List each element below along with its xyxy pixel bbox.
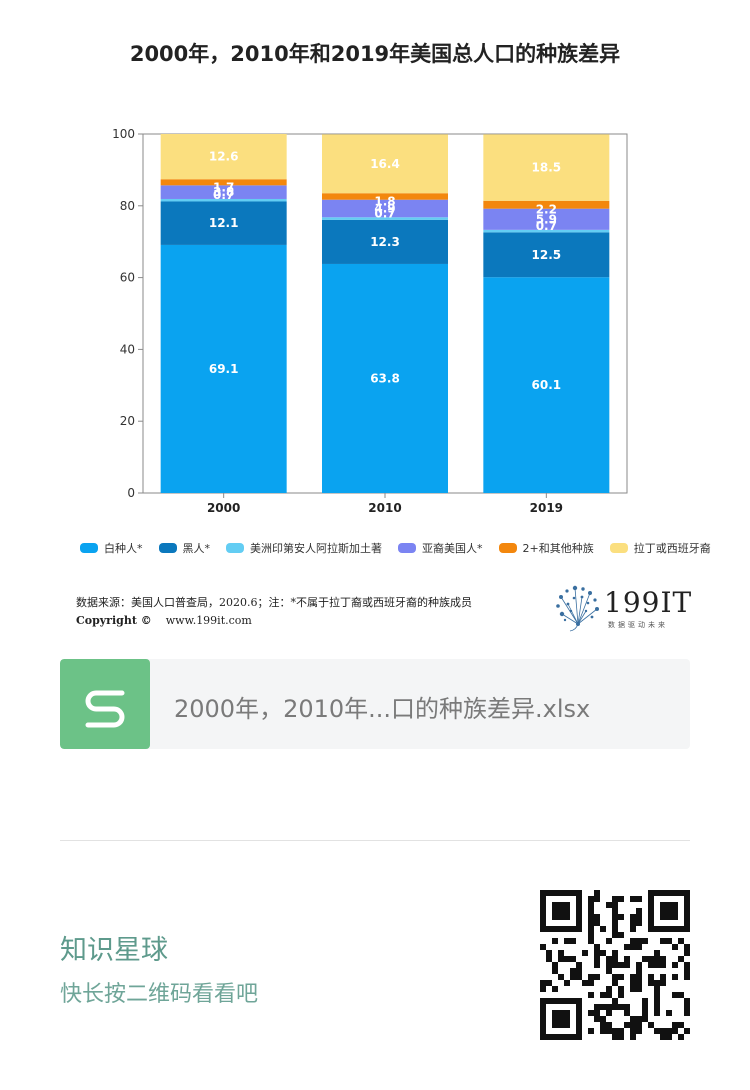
bar-segment (322, 217, 448, 220)
dandelion-logo-icon (556, 585, 599, 632)
copyright-url[interactable]: www.199it.com (165, 614, 252, 627)
legend-label: 拉丁或西班牙裔 (633, 542, 711, 555)
legend-swatch (80, 543, 98, 553)
logo-tagline: 数据驱动未来 (608, 621, 668, 629)
y-tick-label: 20 (120, 414, 135, 428)
legend-label: 黑人* (182, 542, 211, 555)
legend-item: 2+和其他种族 (498, 540, 594, 556)
copyright-label: Copyright © (76, 614, 152, 627)
legend-swatch (498, 543, 517, 553)
legend-item: 拉丁或西班牙裔 (609, 540, 711, 556)
bar-segment (160, 244, 287, 493)
data-label: 5.9 (536, 212, 557, 226)
bar-segment (322, 199, 448, 218)
data-label: 3.8 (213, 185, 234, 199)
data-label: 0.7 (374, 207, 395, 221)
bar-segment (160, 179, 287, 186)
bar-segment (483, 200, 610, 209)
bar-segment (322, 219, 448, 264)
y-tick-label: 60 (120, 271, 135, 285)
logo-name: 199IT (604, 586, 693, 619)
data-label: 12.1 (209, 216, 239, 230)
bar-segment (160, 198, 287, 202)
bar-segment (322, 193, 448, 200)
y-tick-label: 100 (112, 127, 135, 141)
legend-swatch (398, 543, 416, 553)
data-label: 2.2 (536, 203, 557, 217)
bar-segment (322, 134, 448, 194)
y-tick-label: 80 (120, 199, 135, 213)
bar-segment (483, 232, 610, 278)
planet-title: 知识星球 (60, 935, 168, 966)
bar-segment (160, 201, 287, 245)
data-label: 12.5 (532, 248, 562, 262)
legend-item: 亚裔美国人* (398, 540, 483, 556)
legend-label: 亚裔美国人* (422, 542, 483, 555)
x-tick-label: 2000 (207, 501, 240, 515)
qr-code-icon[interactable] (540, 890, 690, 1040)
legend-label: 白种人* (104, 542, 143, 555)
y-tick-label: 0 (127, 486, 135, 500)
bar-segment (483, 229, 610, 233)
legend-label: 2+和其他种族 (522, 542, 594, 555)
x-tick-label: 2019 (530, 501, 563, 515)
bar-segment (160, 185, 287, 199)
planet-subtitle: 快长按二维码看看吧 (60, 982, 259, 1007)
legend-swatch (158, 543, 177, 553)
data-label: 63.8 (370, 371, 400, 385)
data-label: 60.1 (532, 378, 562, 392)
data-label: 12.6 (209, 150, 239, 164)
bar-segment (483, 277, 610, 493)
bar-segment (483, 134, 610, 201)
bar-segment (160, 134, 287, 180)
chart-title: 2000年，2010年和2019年美国总人口的种族差异 (129, 42, 621, 66)
data-label: 1.8 (374, 194, 395, 208)
attachment-filename: 2000年，2010年...口的种族差异.xlsx (174, 695, 591, 723)
data-label: 16.4 (370, 157, 400, 171)
data-label: 0.7 (213, 188, 234, 202)
brand-logo: 199IT 数据驱动未来 (552, 584, 692, 632)
data-label: 0.7 (536, 219, 557, 233)
legend-item: 美洲印第安人阿拉斯加土著 (226, 540, 382, 556)
data-label: 12.3 (370, 235, 400, 249)
data-label: 4.9 (374, 201, 395, 215)
legend-swatch (226, 543, 244, 553)
x-tick-label: 2010 (368, 501, 401, 515)
legend-swatch (609, 543, 628, 553)
spreadsheet-icon (60, 659, 150, 749)
y-tick-label: 40 (120, 342, 135, 356)
bar-segment (483, 208, 610, 230)
data-label: 69.1 (209, 362, 239, 376)
legend-label: 美洲印第安人阿拉斯加土著 (250, 542, 382, 555)
data-label: 1.7 (213, 180, 234, 194)
bar-segment (322, 263, 448, 493)
legend-item: 黑人* (158, 540, 211, 556)
legend-item: 白种人* (80, 540, 143, 556)
data-label: 18.5 (532, 161, 562, 175)
section-divider (60, 840, 690, 841)
attachment-card[interactable]: 2000年，2010年...口的种族差异.xlsx (60, 659, 690, 749)
copyright-line: Copyright © www.199it.com (76, 614, 252, 627)
stacked-bar-chart: 02040608010069.112.10.73.81.712.6200063.… (112, 127, 628, 515)
source-note: 数据来源：美国人口普查局，2020.6；注：*不属于拉丁裔或西班牙裔的种族成员 (76, 596, 472, 609)
chart-legend: 白种人* 黑人* 美洲印第安人阿拉斯加土著 亚裔美国人* 2+和其他种族 拉丁或西班牙裔 (80, 538, 711, 558)
